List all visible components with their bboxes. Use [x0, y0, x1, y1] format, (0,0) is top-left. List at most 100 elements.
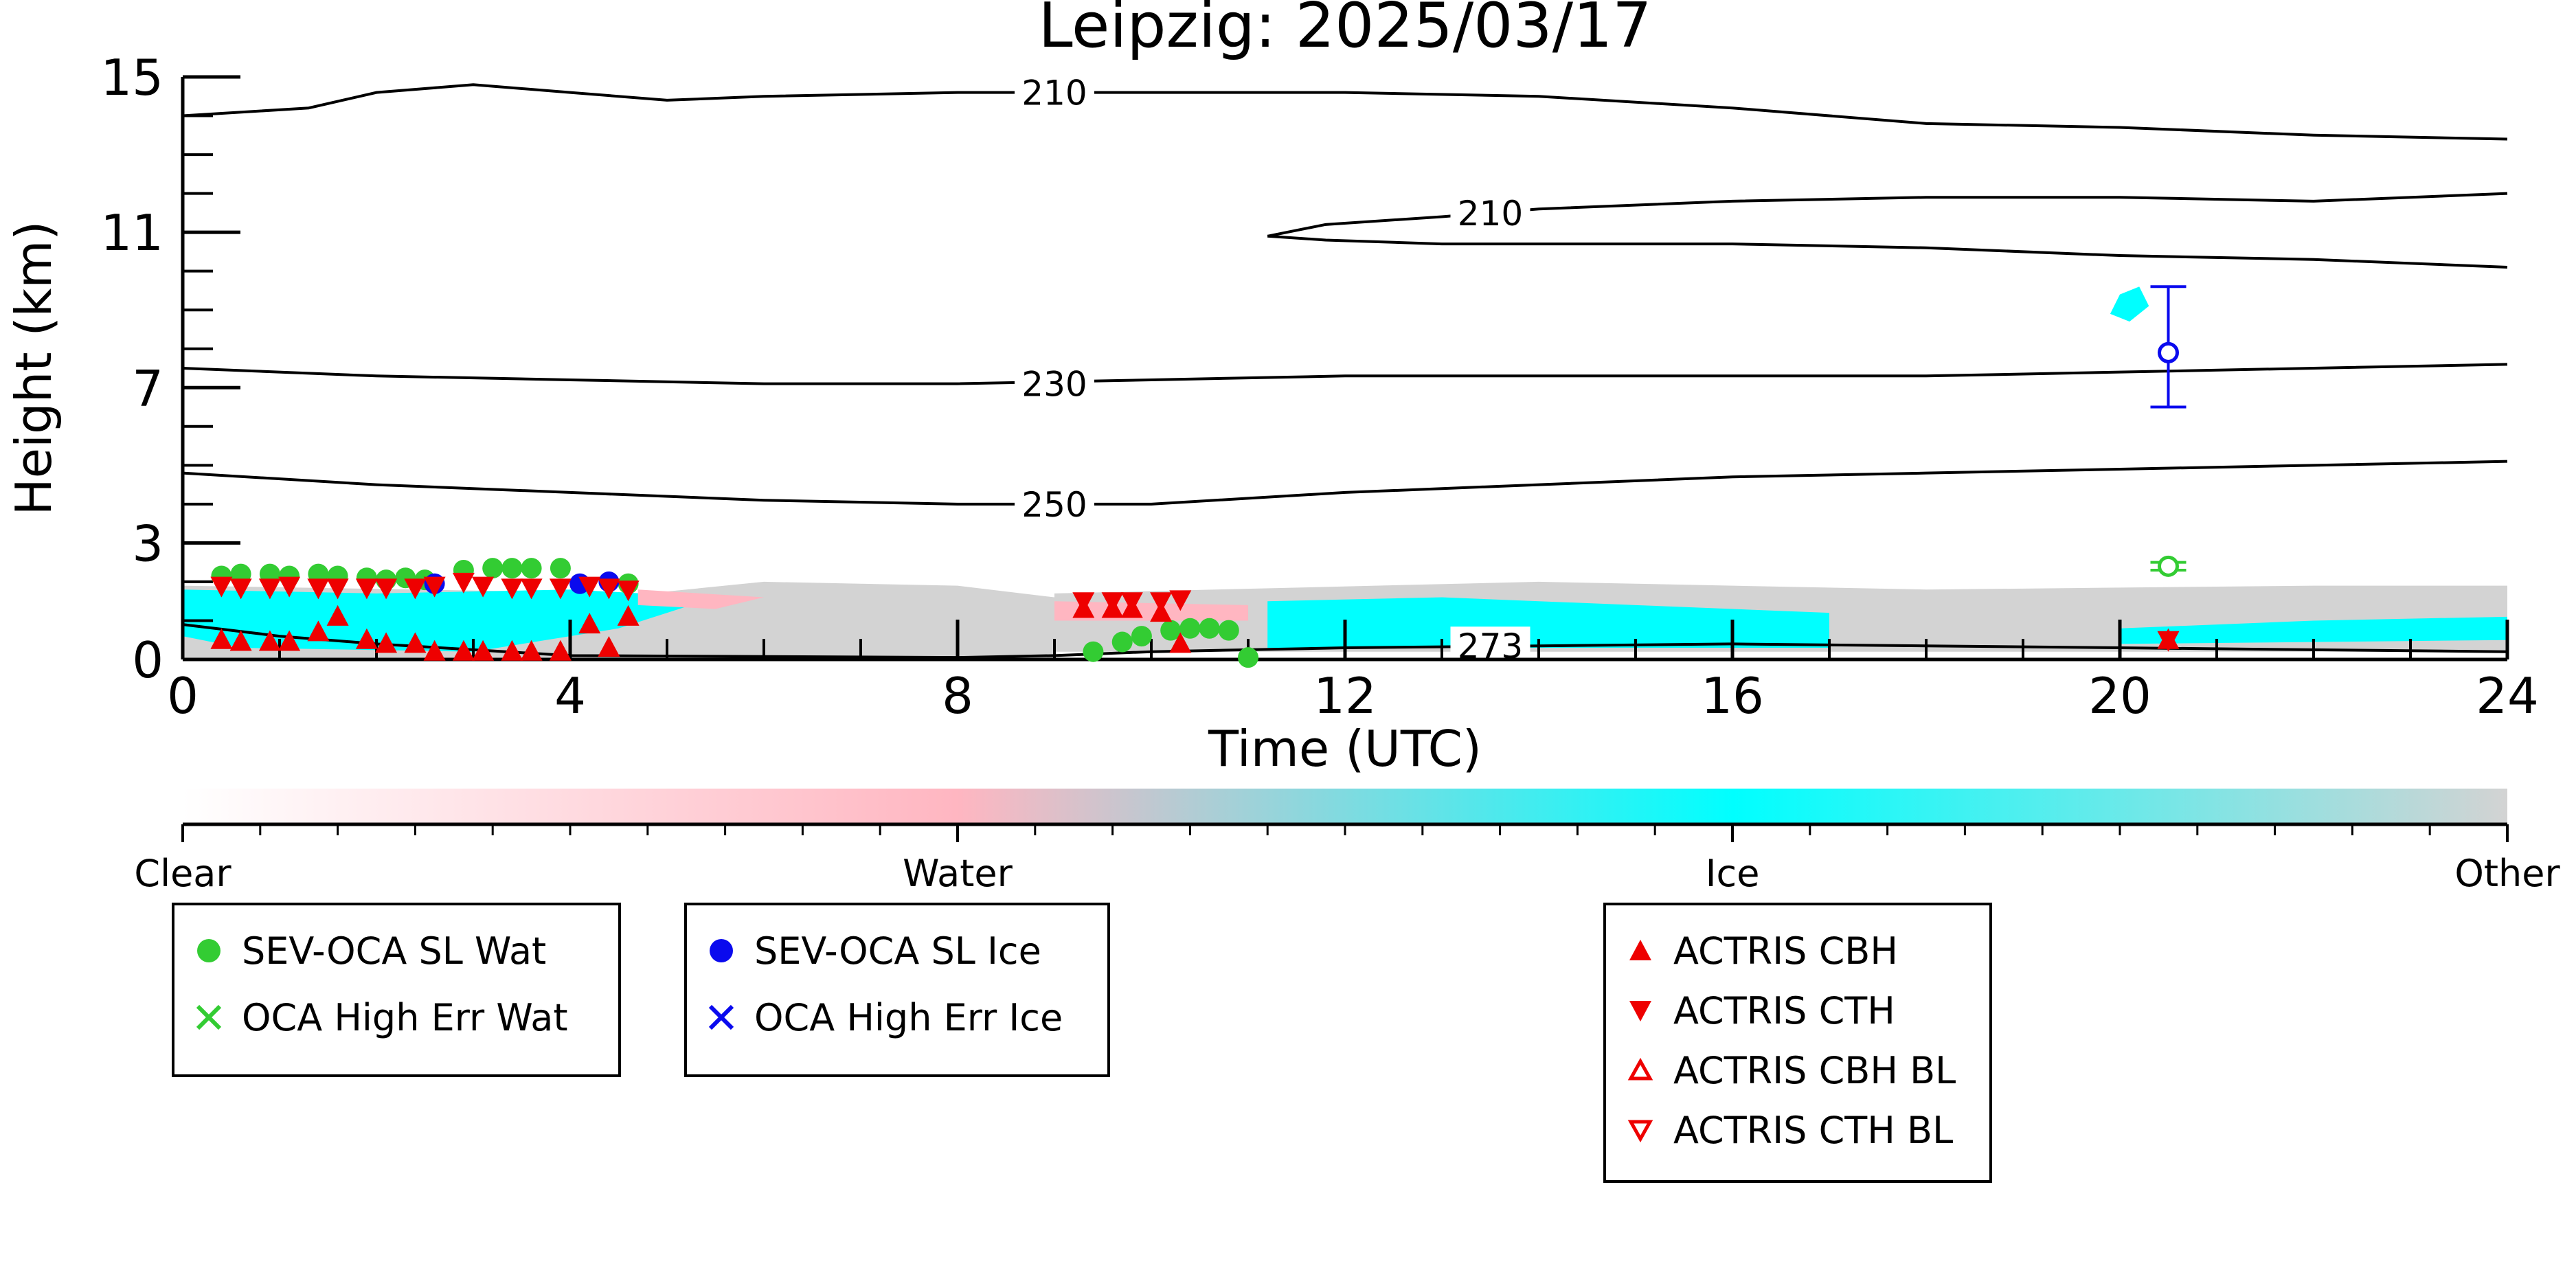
green-circle-icon — [197, 939, 221, 962]
marker-triangle-up — [258, 630, 281, 651]
marker-triangle-down — [452, 572, 475, 594]
y-axis-label: Height (km) — [5, 221, 63, 516]
y-tick-label: 0 — [132, 631, 163, 689]
colorbar-axis: Clear Water Ice Other — [134, 822, 2560, 895]
region-ice — [2120, 616, 2507, 644]
marker-circle — [1238, 647, 1258, 668]
x-tick-label: 20 — [2088, 667, 2151, 725]
marker-triangle-down — [258, 578, 281, 600]
contour-line — [1267, 234, 2508, 269]
marker-circle — [1218, 620, 1239, 641]
contour-label: 210 — [1021, 74, 1087, 113]
marker-triangle-up — [598, 636, 620, 657]
marker-triangle-up — [452, 640, 475, 661]
x-tick-label: 4 — [554, 667, 586, 725]
legend-item-actris-cbh-bl: ACTRIS CBH BL — [1620, 1048, 1956, 1092]
contour-line — [182, 83, 2508, 141]
marker-triangle-down — [1101, 592, 1124, 613]
y-tick-label: 7 — [132, 359, 163, 417]
legend-label: OCA High Err Ice — [754, 995, 1063, 1039]
legend-label: OCA High Err Wat — [242, 995, 568, 1039]
marker-triangle-down — [1150, 592, 1173, 613]
markers — [210, 285, 2187, 668]
legend-label: ACTRIS CBH BL — [1673, 1048, 1956, 1092]
marker-triangle-up — [278, 630, 301, 651]
green-x-icon — [196, 1004, 222, 1030]
x-tick-label: 24 — [2476, 667, 2539, 725]
red-triangle-down-icon — [1629, 1001, 1651, 1021]
colorbar-label: Other — [2454, 852, 2560, 895]
red-open-triangle-down-icon — [1627, 1120, 1653, 1143]
contour-line — [1267, 192, 2508, 238]
x-axis-label: Time (UTC) — [1208, 720, 1482, 778]
marker-triangle-up — [549, 640, 572, 661]
legend-label: SEV-OCA SL Ice — [754, 929, 1041, 973]
legend-item-actris-cbh: ACTRIS CBH — [1620, 929, 1898, 973]
contour-label-bg — [1015, 364, 1094, 403]
legend-item-oca-high-err-wat: OCA High Err Wat — [188, 995, 568, 1039]
legend-label: SEV-OCA SL Wat — [242, 929, 547, 973]
marker-triangle-up — [307, 620, 330, 642]
marker-circle — [1160, 620, 1182, 641]
marker-triangle-up — [472, 640, 495, 661]
marker-triangle-down — [355, 578, 378, 600]
x-tick-label: 16 — [1701, 667, 1764, 725]
marker-circle — [1179, 618, 1201, 639]
marker-triangle-down — [617, 580, 640, 602]
blue-circle-icon — [710, 939, 733, 962]
legend-box-ice: SEV-OCA SL Ice OCA High Err Ice — [684, 903, 1110, 1077]
marker-circle — [1083, 641, 1104, 662]
colorbar — [183, 789, 2507, 824]
marker-open-circle — [2158, 341, 2179, 363]
marker-triangle-up — [520, 640, 543, 661]
legend-item-sev-oca-sl-wat: SEV-OCA SL Wat — [188, 929, 547, 973]
marker-circle — [501, 558, 523, 579]
marker-circle — [521, 558, 542, 579]
marker-triangle-down — [210, 576, 233, 598]
blue-x-icon — [708, 1004, 734, 1030]
marker-triangle-down — [1120, 592, 1143, 613]
marker-triangle-up — [423, 640, 446, 661]
marker-circle — [482, 558, 504, 579]
marker-circle — [1111, 631, 1133, 653]
legend-label: ACTRIS CBH — [1673, 929, 1898, 973]
colorbar-label: Water — [903, 852, 1013, 895]
legend-item-sev-oca-sl-ice: SEV-OCA SL Ice — [701, 929, 1041, 973]
marker-triangle-up — [501, 640, 523, 661]
y-tick-label: 11 — [100, 204, 163, 262]
marker-circle — [1131, 626, 1152, 647]
chart-title: Leipzig: 2025/03/17 — [1038, 0, 1651, 62]
red-triangle-up-icon — [1629, 940, 1651, 960]
marker-triangle-up — [1169, 632, 1192, 653]
marker-triangle-down — [578, 576, 601, 598]
colorbar-label: Ice — [1706, 852, 1760, 895]
marker-triangle-up — [229, 630, 252, 651]
marker-triangle-down — [307, 578, 330, 600]
marker-triangle-up — [326, 605, 349, 626]
contour-line — [182, 460, 2508, 506]
marker-triangle-down — [598, 578, 620, 600]
contour-label-bg — [1015, 73, 1094, 112]
colorbar-label: Clear — [134, 852, 231, 895]
legend-item-actris-cth: ACTRIS CTH — [1620, 988, 1895, 1032]
marker-triangle-down — [229, 578, 252, 600]
legend-box-water: SEV-OCA SL Wat OCA High Err Wat — [172, 903, 621, 1077]
marker-triangle-up — [404, 632, 427, 653]
marker-circle — [1199, 618, 1220, 639]
region-water — [637, 589, 764, 609]
region-ice — [2110, 286, 2149, 322]
region-ice — [1267, 597, 1829, 648]
marker-triangle-down — [472, 576, 495, 598]
y-tick-label: 3 — [132, 515, 163, 572]
marker-triangle-down — [326, 578, 349, 600]
marker-triangle-up — [375, 632, 398, 653]
legend-label: ACTRIS CTH — [1673, 988, 1895, 1032]
contour-label-bg — [1450, 193, 1530, 232]
marker-triangle-down — [1169, 590, 1192, 611]
marker-triangle-down — [2157, 631, 2180, 652]
contour-label-bg — [1015, 484, 1094, 523]
contour-label: 250 — [1021, 485, 1087, 525]
marker-triangle-down — [501, 578, 523, 600]
contour-line — [182, 363, 2508, 385]
